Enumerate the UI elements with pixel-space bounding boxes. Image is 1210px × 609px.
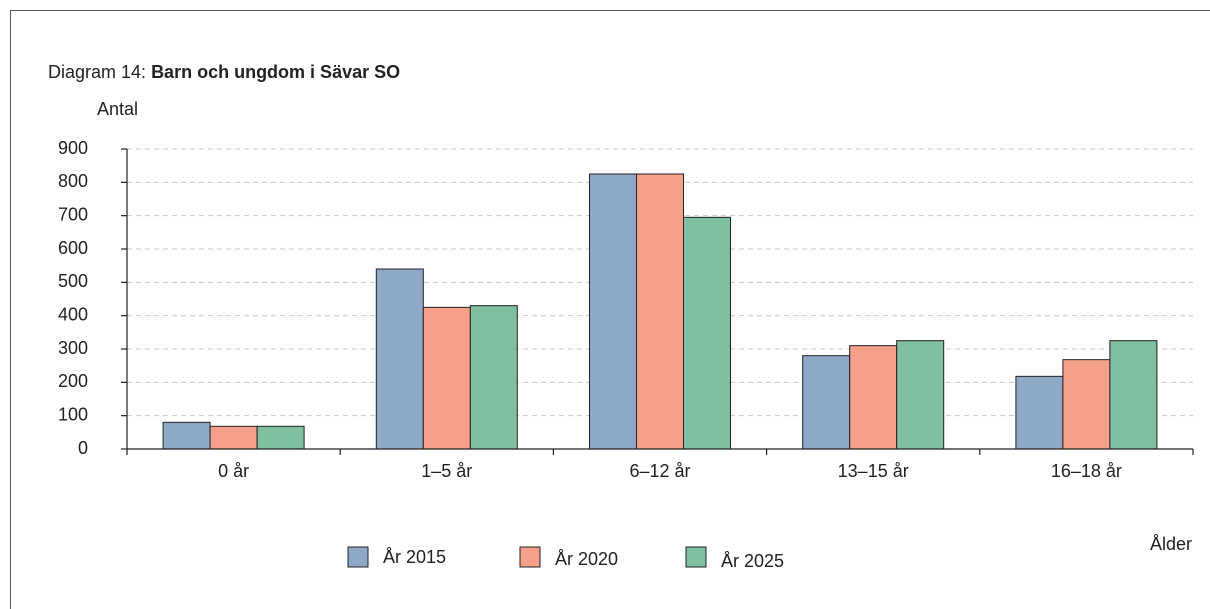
x-tick-label: 6–12 år <box>629 461 690 481</box>
title-main: Barn och ungdom i Sävar SO <box>151 62 400 82</box>
bar <box>1015 375 1064 450</box>
y-tick-label: 800 <box>58 171 88 191</box>
y-tick-label: 200 <box>58 371 88 391</box>
frame <box>10 10 1210 609</box>
bar <box>589 173 637 450</box>
y-tick-label: 300 <box>58 338 88 358</box>
bar <box>209 425 258 450</box>
y-tick-label: 100 <box>58 404 88 424</box>
legend-swatch <box>347 546 369 568</box>
x-tick-label: 16–18 år <box>1051 461 1122 481</box>
bar <box>896 340 945 450</box>
chart-title: Diagram 14: Barn och ungdom i Sävar SO <box>48 62 400 82</box>
x-tick-label: 13–15 år <box>838 461 909 481</box>
bar <box>162 421 211 450</box>
legend-swatch <box>519 546 541 568</box>
legend-label: År 2020 <box>555 549 618 569</box>
title-label: Diagram 14: <box>48 62 146 82</box>
bar <box>683 216 731 450</box>
bar <box>1109 340 1158 450</box>
bar <box>849 345 898 450</box>
y-tick-label: 400 <box>58 304 88 324</box>
y-tick-label: 600 <box>58 238 88 258</box>
bar <box>375 268 424 450</box>
legend-label: År 2025 <box>721 551 784 571</box>
x-axis-label: Ålder <box>1150 534 1192 554</box>
bar <box>802 355 851 450</box>
bar <box>256 425 305 450</box>
legend-label: År 2015 <box>383 547 446 567</box>
x-tick-label: 1–5 år <box>421 461 472 481</box>
bar <box>636 173 684 450</box>
x-tick-label: 0 år <box>218 461 249 481</box>
y-tick-label: 0 <box>78 438 88 458</box>
y-tick-label: 500 <box>58 271 88 291</box>
bar <box>1062 359 1111 450</box>
legend-swatch <box>685 546 707 568</box>
y-tick-label: 900 <box>58 138 88 158</box>
bar <box>469 305 518 450</box>
y-tick-label: 700 <box>58 204 88 224</box>
bar <box>422 306 471 450</box>
y-axis-label: Antal <box>97 99 138 119</box>
